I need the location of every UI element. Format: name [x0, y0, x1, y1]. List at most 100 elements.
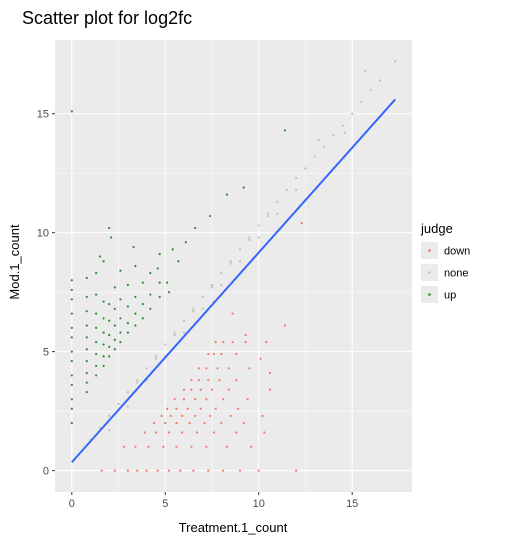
- point-down: [283, 324, 287, 327]
- point-none: [332, 134, 335, 137]
- point-down: [136, 469, 139, 472]
- point-up: [108, 226, 111, 230]
- point-up: [108, 355, 111, 358]
- point-up: [95, 312, 98, 315]
- point-up: [109, 236, 113, 239]
- point-none: [276, 212, 279, 215]
- point-none: [229, 262, 232, 265]
- point-none: [266, 212, 270, 215]
- point-down: [175, 421, 178, 425]
- point-up: [156, 267, 159, 270]
- point-down: [188, 421, 191, 425]
- point-down: [156, 469, 159, 472]
- point-up: [177, 260, 180, 263]
- point-up: [113, 324, 116, 327]
- point-down: [222, 398, 225, 401]
- point-down: [222, 469, 225, 472]
- point-down: [113, 469, 116, 472]
- point-down: [220, 352, 223, 356]
- point-down: [227, 367, 230, 370]
- point-down: [192, 469, 195, 472]
- point-down: [197, 367, 201, 370]
- point-down: [235, 431, 238, 434]
- point-up: [102, 300, 105, 303]
- point-none: [276, 200, 279, 203]
- y-tick-label: 15: [37, 109, 49, 121]
- point-down: [300, 222, 303, 225]
- point-none: [313, 155, 316, 158]
- point-up: [102, 331, 105, 334]
- point-none: [394, 60, 397, 63]
- point-down: [166, 407, 169, 410]
- point-up: [70, 383, 73, 387]
- legend-swatch-none: [428, 271, 431, 274]
- point-none: [210, 286, 214, 289]
- point-none: [154, 357, 158, 360]
- point-none: [220, 283, 223, 287]
- point-none: [317, 138, 320, 142]
- point-up: [102, 317, 105, 320]
- point-up: [95, 272, 98, 275]
- point-down: [123, 445, 126, 448]
- point-down: [175, 407, 178, 410]
- legend-swatch-down: [428, 249, 431, 252]
- point-down: [167, 431, 171, 434]
- point-none: [182, 319, 186, 322]
- point-up: [149, 293, 152, 296]
- point-down: [126, 469, 129, 472]
- point-down: [197, 379, 201, 382]
- data-points: [70, 60, 397, 472]
- point-down: [169, 414, 172, 417]
- point-down: [190, 445, 193, 448]
- point-up: [70, 326, 73, 329]
- point-up: [149, 307, 152, 310]
- point-down: [180, 414, 184, 417]
- point-down: [173, 398, 176, 401]
- point-up: [85, 371, 88, 375]
- point-down: [214, 341, 217, 344]
- x-axis-title: Treatment.1_count: [179, 520, 288, 535]
- point-up: [167, 291, 171, 294]
- point-down: [205, 367, 208, 370]
- point-down: [164, 421, 167, 425]
- point-none: [220, 272, 223, 275]
- point-none: [304, 167, 307, 170]
- point-up: [184, 241, 187, 244]
- point-up: [242, 186, 245, 189]
- x-tick-label: 15: [346, 498, 358, 510]
- point-up: [134, 324, 137, 327]
- point-up: [194, 226, 197, 230]
- point-up: [95, 374, 98, 377]
- point-down: [212, 431, 215, 434]
- point-down: [167, 469, 171, 472]
- point-down: [160, 414, 163, 417]
- point-up: [158, 295, 161, 299]
- point-none: [201, 295, 204, 299]
- point-down: [214, 407, 217, 410]
- point-down: [194, 414, 197, 417]
- point-none: [229, 260, 232, 263]
- point-down: [147, 445, 150, 448]
- point-up: [95, 364, 98, 368]
- point-down: [259, 357, 262, 360]
- legend-label-down: down: [444, 246, 470, 258]
- point-up: [119, 317, 122, 320]
- point-none: [145, 367, 148, 370]
- point-none: [136, 379, 139, 382]
- point-none: [238, 260, 242, 263]
- point-up: [108, 333, 111, 337]
- point-none: [341, 124, 344, 127]
- point-up: [119, 331, 122, 334]
- point-none: [257, 236, 260, 239]
- point-up: [225, 193, 229, 196]
- point-none: [173, 331, 176, 334]
- point-down: [225, 445, 229, 448]
- point-up: [95, 326, 98, 329]
- x-tick-label: 0: [69, 498, 75, 510]
- point-down: [207, 469, 210, 472]
- y-axis-title: Mod.1_count: [7, 224, 22, 300]
- point-down: [203, 421, 206, 425]
- point-up: [85, 348, 88, 351]
- chart-title: Scatter plot for log2fc: [22, 8, 192, 28]
